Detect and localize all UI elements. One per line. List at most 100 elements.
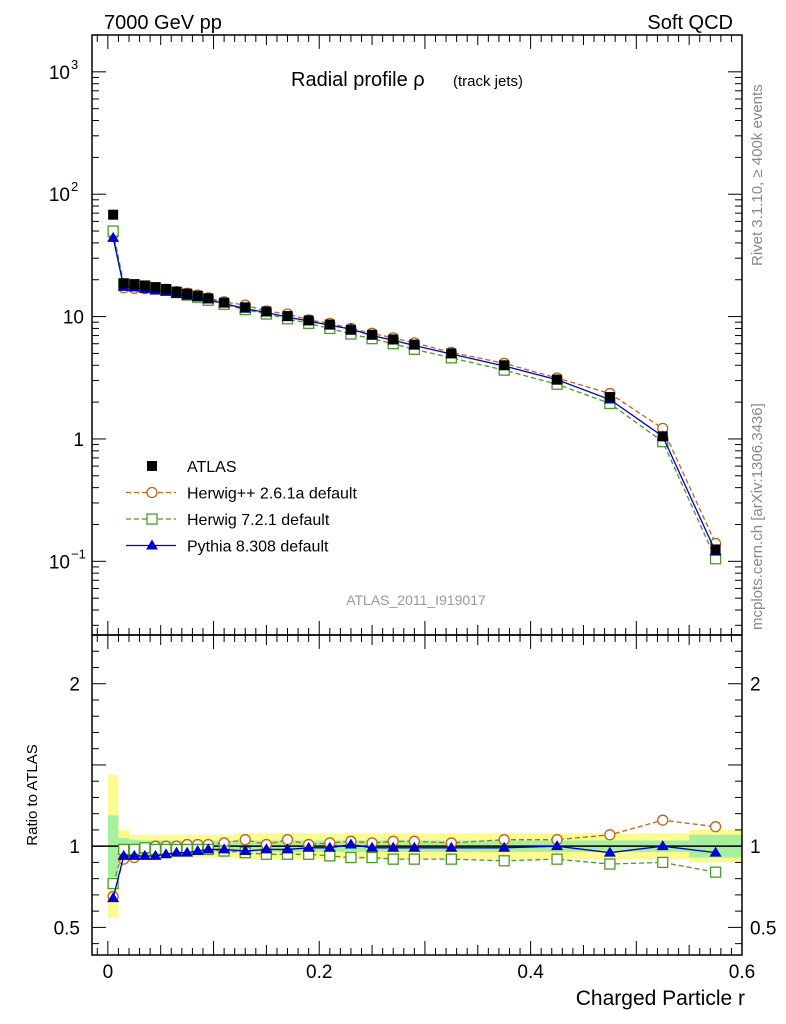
herwig-7-2-1-default-ratio-point	[498, 855, 510, 867]
pythia-8-308-default-ratio-point	[344, 838, 357, 849]
ratio-y-tick-label-right: 0.5	[750, 918, 776, 939]
pythia-8-308-default-ratio-point	[202, 843, 215, 854]
main-y-tick-label: 1	[73, 430, 84, 451]
herwig-7-2-1-default-ratio-point	[604, 858, 616, 870]
legend: ATLAS Herwig++ 2.6.1a default Herwig 7.2.1…	[126, 459, 357, 556]
main-y-tick-label-exponent: 2	[71, 179, 78, 194]
atlas-point	[367, 329, 378, 340]
herwig-2-6-1a-default-line	[112, 234, 717, 544]
mcplots-reference-label: mcplots.cern.ch [arXiv:1306.3436]	[749, 403, 766, 630]
x-tick-label: 0	[103, 962, 114, 983]
main-title-subscript: (track jets)	[453, 73, 523, 90]
pythia-8-308-default-ratio-point	[218, 843, 231, 854]
legend-label: Pythia 8.308 default	[187, 539, 329, 556]
herwig-7-2-1-default-ratio-point	[408, 853, 421, 865]
main-y-tick-label: 10	[49, 185, 70, 206]
rivet-version-label: Rivet 3.1.10, ≥ 400k events	[749, 84, 766, 266]
atlas-point	[604, 392, 615, 403]
x-tick-label: 0.6	[729, 962, 755, 983]
atlas-point	[710, 544, 721, 555]
herwig-2-6-1a-default-ratio-point	[657, 814, 669, 826]
header-right: Soft QCD	[647, 12, 733, 34]
atlas-point	[171, 286, 182, 297]
pythia-8-308-default-ratio-point	[138, 849, 151, 860]
pythia-8-308-default-ratio-point	[387, 841, 400, 852]
herwig-7-2-1-default-ratio-point	[445, 853, 457, 865]
atlas-point	[182, 288, 193, 299]
main-y-tick-label-exponent: 3	[71, 57, 78, 72]
atlas-point	[446, 348, 457, 359]
main-series-layer	[107, 209, 722, 565]
herwig-7-2-1-default-ratio-point	[709, 866, 722, 878]
main-y-tick-label: 10	[63, 308, 84, 329]
atlas-point	[657, 431, 668, 442]
legend-label: Herwig 7.2.1 default	[187, 512, 330, 529]
atlas-point	[388, 334, 399, 345]
atlas-point	[324, 319, 335, 330]
pythia-8-308-default-ratio-point	[603, 846, 616, 857]
pythia-8-308-default-ratio-point	[159, 848, 172, 859]
x-tick-label: 0.2	[306, 962, 332, 983]
pythia-8-308-default-ratio-point	[551, 840, 564, 851]
x-tick-label: 0.4	[517, 962, 544, 983]
pythia-8-308-default-ratio-point	[181, 846, 194, 857]
main-y-tick-label: 10	[49, 552, 70, 573]
atlas-point	[261, 306, 272, 317]
herwig-7-2-1-default-ratio-line	[112, 847, 716, 884]
ratio-y-tick-label: 2	[69, 675, 80, 696]
pythia-8-308-default-ratio-point	[117, 849, 130, 860]
pythia-8-308-default-ratio-point	[260, 843, 273, 854]
atlas-point	[499, 360, 510, 371]
atlas-point	[219, 297, 230, 308]
atlas-point	[118, 278, 129, 289]
pythia-8-308-default-ratio-point	[302, 841, 315, 852]
atlas-point	[409, 339, 420, 350]
herwig-7-2-1-default-ratio-point	[345, 851, 357, 864]
herwig-2-6-1a-default-ratio-point	[281, 834, 294, 846]
atlas-point	[552, 374, 563, 385]
ratio-y-axis-label: Ratio to ATLAS	[24, 744, 41, 845]
herwig-7-2-1-default-ratio-point	[107, 877, 119, 890]
legend-marker	[146, 486, 158, 499]
pythia-8-308-default-ratio-point	[498, 841, 511, 852]
atlas-point	[240, 302, 251, 313]
pythia-8-308-default-ratio-point	[281, 843, 294, 854]
herwig-2-6-1a-default-ratio-point	[604, 829, 616, 841]
pythia-8-308-default-ratio-point	[656, 840, 669, 851]
legend-marker	[147, 461, 157, 471]
atlas-point	[139, 280, 150, 291]
legend-marker	[146, 539, 158, 550]
pythia-8-308-default-ratio-point	[445, 841, 458, 852]
legend-label: ATLAS	[187, 459, 237, 476]
ratio-y-tick-label-right: 1	[750, 837, 761, 858]
atlas-point	[345, 324, 356, 335]
herwig-7-2-1-default-ratio-point	[387, 853, 399, 865]
herwig-7-2-1-default-ratio-point	[324, 850, 336, 862]
herwig-2-6-1a-default-ratio-point	[239, 834, 251, 846]
herwig-2-6-1a-default-ratio-point	[709, 821, 722, 833]
ratio-y-tick-label: 0.5	[54, 918, 80, 939]
ratio-y-tick-label: 1	[69, 837, 80, 858]
atlas-point	[203, 293, 214, 304]
pythia-8-308-default-ratio-point	[323, 841, 336, 852]
legend-label: Herwig++ 2.6.1a default	[187, 486, 357, 503]
herwig-7-2-1-default-line	[112, 230, 717, 559]
pythia-8-308-default-point	[107, 231, 120, 242]
analysis-watermark: ATLAS_2011_I919017	[346, 592, 486, 608]
pythia-8-308-default-ratio-point	[107, 892, 120, 903]
main-y-tick-label-exponent: −1	[71, 546, 86, 561]
legend-marker	[146, 513, 158, 525]
atlas-point	[160, 284, 171, 295]
ratio-y-tick-label-right: 2	[750, 675, 761, 696]
pythia-8-308-default-ratio-point	[239, 845, 252, 856]
herwig-7-2-1-default-ratio-point	[551, 853, 563, 865]
x-axis-label: Charged Particle r	[576, 987, 745, 1010]
atlas-point	[303, 315, 314, 326]
atlas-point	[282, 311, 293, 322]
main-title: Radial profile ρ	[291, 69, 425, 91]
pythia-8-308-default-ratio-point	[408, 841, 421, 852]
herwig-7-2-1-default-ratio-point	[366, 851, 378, 864]
ratio-series-layer	[107, 814, 722, 903]
